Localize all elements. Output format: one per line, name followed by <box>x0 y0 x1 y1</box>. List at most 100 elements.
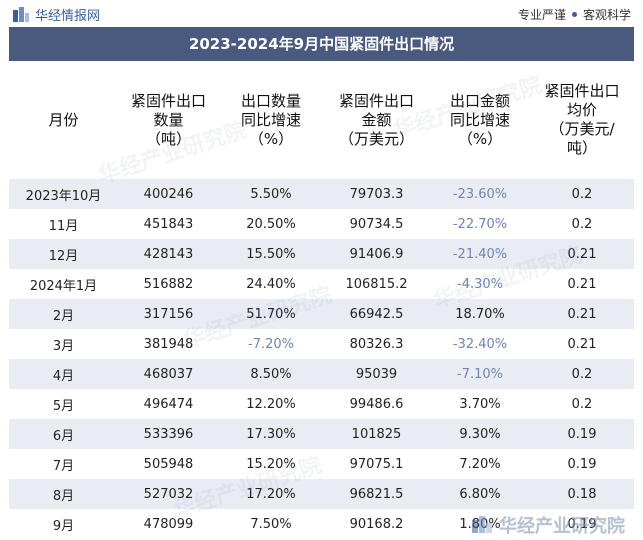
separator-dot <box>571 12 577 17</box>
table-cell: -32.40% <box>430 329 530 359</box>
table-cell: 381948 <box>118 329 219 359</box>
table-cell: 12月 <box>9 239 118 269</box>
column-header-line: （万美元） <box>338 129 414 148</box>
table-cell: 79703.3 <box>323 179 430 209</box>
brand-logo[interactable]: 华经情报网 <box>12 5 100 24</box>
table-cell: 0.19 <box>530 509 634 539</box>
column-header: 出口金额 同比增速 （%） <box>430 61 530 179</box>
table-cell: 451843 <box>118 209 219 239</box>
column-header-line: 吨） <box>566 139 597 157</box>
logo-icon <box>12 6 30 23</box>
table-cell: 478099 <box>118 509 219 539</box>
watermark-logo-icon <box>471 516 493 534</box>
table-cell: -7.10% <box>430 359 530 389</box>
table-title: 2023-2024年9月中国紧固件出口情况 <box>9 27 634 61</box>
table-cell: 496474 <box>118 389 219 419</box>
table-cell: 7.50% <box>219 509 323 539</box>
column-header-line: （吨） <box>145 129 191 148</box>
table-row: 4月 468037 8.50% 95039 -7.10% 0.2 <box>9 359 634 389</box>
table-row: 2024年1月 516882 24.40% 106815.2 -4.30% 0.21 <box>9 269 634 299</box>
table-cell: 80326.3 <box>323 329 430 359</box>
table-cell: -23.60% <box>430 179 530 209</box>
table-cell: 2023年10月 <box>9 179 118 209</box>
table-cell: 17.30% <box>219 419 323 449</box>
table-cell: 15.50% <box>219 239 323 269</box>
table-cell: 9月 <box>9 509 118 539</box>
column-header: 紧固件出口 金额 （万美元） <box>323 61 430 179</box>
table-cell: 428143 <box>118 239 219 269</box>
column-header-line: 均价 <box>566 101 597 119</box>
table-cell: 400246 <box>118 179 219 209</box>
column-header-line: 数量 <box>153 110 184 129</box>
table-cell: 5.50% <box>219 179 323 209</box>
table-row: 12月 428143 15.50% 91406.9 -21.40% 0.21 <box>9 239 634 269</box>
table-cell: 17.20% <box>219 479 323 509</box>
table-cell: 8月 <box>9 479 118 509</box>
table-body: 2023年10月 400246 5.50% 79703.3 -23.60% 0.2 11月 4… <box>9 179 634 539</box>
table-cell: -7.20% <box>219 329 323 359</box>
table-cell: 0.2 <box>530 209 634 239</box>
table-cell: 468037 <box>118 359 219 389</box>
table-cell: 0.18 <box>530 479 634 509</box>
table-cell: 505948 <box>118 449 219 479</box>
table-cell: 0.19 <box>530 449 634 479</box>
table-cell: 3.70% <box>430 389 530 419</box>
table-cell: 516882 <box>118 269 219 299</box>
column-header-line: 同比增速 <box>240 110 301 129</box>
table-cell: 5月 <box>9 389 118 419</box>
export-table: 月份 紧固件出口 数量 （吨） 出口数量 同比增速 （%） 紧固件出口 金额 （万美元） 出口金额同… <box>9 61 634 539</box>
column-header-line: 紧固件出口 <box>544 82 620 100</box>
column-header-line: （%） <box>457 129 503 148</box>
table-cell: 0.21 <box>530 329 634 359</box>
table-cell: 90168.2 <box>323 509 430 539</box>
table-cell: 18.70% <box>430 299 530 329</box>
table-cell: 8.50% <box>219 359 323 389</box>
table-row: 11月 451843 20.50% 90734.5 -22.70% 0.2 <box>9 209 634 239</box>
table-cell: 6.80% <box>430 479 530 509</box>
table-cell: 0.2 <box>530 179 634 209</box>
table-row: 7月 505948 15.20% 97075.1 7.20% 0.19 <box>9 449 634 479</box>
table-row: 5月 496474 12.20% 99486.6 3.70% 0.2 <box>9 389 634 419</box>
header-row: 月份 紧固件出口 数量 （吨） 出口数量 同比增速 （%） 紧固件出口 金额 （万美元） 出口金额同… <box>9 61 634 179</box>
table-row: 6月 533396 17.30% 101825 9.30% 0.19 <box>9 419 634 449</box>
table-row: 2月 317156 51.70% 66942.5 18.70% 0.21 <box>9 299 634 329</box>
table-cell: 0.21 <box>530 269 634 299</box>
table-cell: 9.30% <box>430 419 530 449</box>
table-cell: 7月 <box>9 449 118 479</box>
table-cell: 12.20% <box>219 389 323 419</box>
column-header-line: （万美元/ <box>549 120 615 138</box>
table-cell: 3月 <box>9 329 118 359</box>
table-cell: 99486.6 <box>323 389 430 419</box>
footer-watermark: 华经产业研究院 <box>471 512 625 538</box>
table-cell: 20.50% <box>219 209 323 239</box>
table-cell: 0.21 <box>530 239 634 269</box>
table-row: 3月 381948 -7.20% 80326.3 -32.40% 0.21 <box>9 329 634 359</box>
table-cell: -22.70% <box>430 209 530 239</box>
column-header: 紧固件出口 数量 （吨） <box>118 61 219 179</box>
table-cell: 51.70% <box>219 299 323 329</box>
table-cell: 6月 <box>9 419 118 449</box>
table-cell: 95039 <box>323 359 430 389</box>
slogan-left: 专业严谨 <box>517 8 566 22</box>
table-cell: 317156 <box>118 299 219 329</box>
column-header-line: 同比增速 <box>449 110 510 129</box>
table-cell: 97075.1 <box>323 449 430 479</box>
slogan-right: 客观科学 <box>582 8 631 22</box>
column-header: 月份 <box>9 61 118 179</box>
table-cell: 0.21 <box>530 299 634 329</box>
table-cell: 106815.2 <box>323 269 430 299</box>
top-bar: 华经情报网 专业严谨 客观科学 <box>0 0 643 27</box>
table-cell: 96821.5 <box>323 479 430 509</box>
table-cell: 0.2 <box>530 389 634 419</box>
footer-watermark-text: 华经产业研究院 <box>499 516 625 537</box>
table-cell: 15.20% <box>219 449 323 479</box>
table-cell: 91406.9 <box>323 239 430 269</box>
table-cell: 66942.5 <box>323 299 430 329</box>
column-header-line: 紧固件出口 <box>338 91 414 110</box>
slogan: 专业严谨 客观科学 <box>518 6 631 23</box>
table-cell: 527032 <box>118 479 219 509</box>
table-cell: 4月 <box>9 359 118 389</box>
table-cell: -4.30% <box>430 269 530 299</box>
table-cell: 0.19 <box>530 419 634 449</box>
table-cell: 0.2 <box>530 359 634 389</box>
